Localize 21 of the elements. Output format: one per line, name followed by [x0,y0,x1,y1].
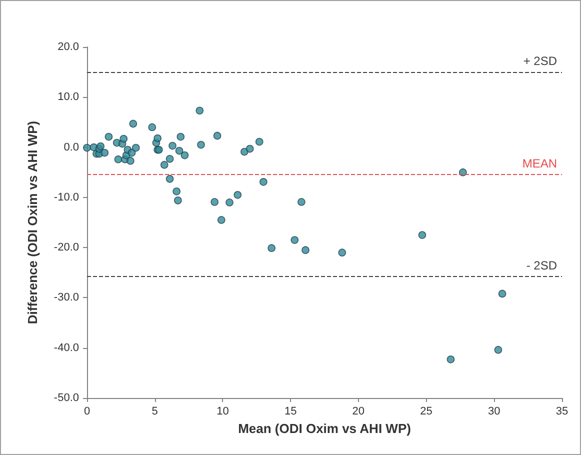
x-tick-label: 15 [284,406,297,418]
y-tick-label: -20.0 [54,242,79,254]
y-tick-label: -10.0 [54,191,79,204]
x-tick-label: 30 [488,406,500,418]
x-tick-label: 20 [352,406,365,418]
ref-line-label: + 2SD [523,54,558,68]
y-tick-label: 20.0 [58,41,79,53]
x-tick-label: 25 [420,406,432,418]
ref-line-label: MEAN [522,156,557,170]
x-tick-label: 0 [84,406,90,418]
x-axis-title: Mean (ODI Oxim vs AHI WP) [238,421,411,436]
x-tick-label: 35 [556,406,568,418]
y-tick-label: -30.0 [54,292,79,304]
y-tick-label: -50.0 [54,392,79,404]
y-tick-label: -40.0 [54,342,79,354]
y-tick-label: 10.0 [58,91,79,104]
y-tick-label: 0.0 [64,141,79,154]
x-tick-label: 10 [216,406,229,418]
y-axis-title: Difference (ODI Oxim vs AHI WP) [25,120,40,324]
ref-line-label: - 2SD [526,258,558,273]
x-tick-label: 5 [152,406,158,418]
